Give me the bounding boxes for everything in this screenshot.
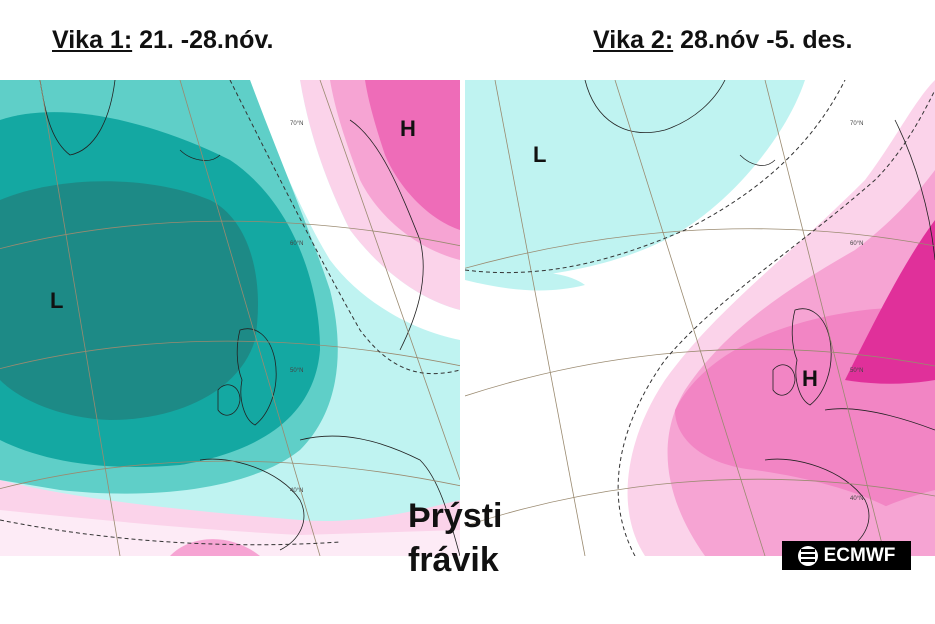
lat-70-label: 70°N	[290, 121, 303, 127]
low-pressure-marker-week2: L	[533, 142, 546, 167]
lat-60-label-map2: 60°N	[850, 241, 863, 247]
week2-dates: 28.nóv -5. des.	[673, 26, 853, 54]
anomaly-label-line2: frávik	[408, 541, 499, 579]
week1-label: Vika 1:	[52, 26, 133, 54]
week1-title: Vika 1: 21. -28.nóv.	[52, 26, 273, 55]
lat-50-label-map2: 50°N	[850, 368, 863, 374]
lat-40-label-map2: 40°N	[850, 496, 863, 502]
week2-label: Vika 2:	[593, 26, 674, 54]
lat-50-label: 50°N	[290, 368, 303, 374]
pressure-anomaly-label: Þrýsti frávik	[408, 494, 503, 582]
anomaly-label-line1: Þrýsti	[408, 497, 503, 535]
lat-40-label: 40°N	[290, 488, 303, 494]
pressure-anomaly-map-week1: 70°N 60°N 50°N 40°N L H	[0, 80, 460, 556]
low-pressure-marker-week1: L	[50, 288, 63, 313]
pressure-anomaly-map-week2: 70°N 60°N 50°N 40°N L H	[465, 80, 935, 556]
week1-dates: 21. -28.nóv.	[132, 26, 274, 54]
lat-60-label: 60°N	[290, 241, 303, 247]
ecmwf-logo-text: ECMWF	[823, 544, 896, 566]
lat-70-label-map2: 70°N	[850, 121, 863, 127]
high-pressure-marker-week1: H	[400, 116, 416, 141]
ecmwf-logo-icon	[797, 545, 818, 566]
high-pressure-marker-week2: H	[802, 366, 818, 391]
week2-title: Vika 2: 28.nóv -5. des.	[593, 26, 852, 55]
ecmwf-logo: ECMWF	[782, 541, 911, 570]
